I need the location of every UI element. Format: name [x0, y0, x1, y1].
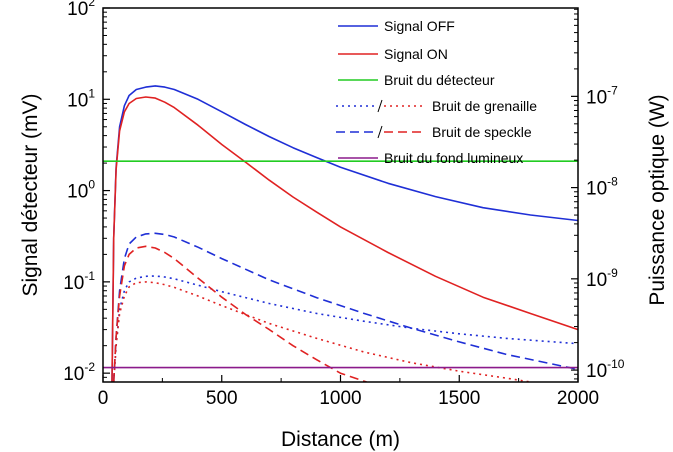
x-tick-label: 1500 — [438, 388, 480, 409]
x-tick-label: 2000 — [557, 388, 599, 409]
legend-label: Bruit de grenaille — [432, 98, 537, 114]
y2-axis-title: Puissance optique (W) — [646, 94, 669, 305]
series-line — [112, 281, 531, 382]
series-line — [112, 232, 578, 382]
series-layer — [103, 85, 578, 382]
tick-label: 102 — [67, 0, 95, 20]
tick-label: 10-7 — [586, 83, 618, 108]
tick-label: 100 — [67, 178, 95, 203]
legend-label: Signal ON — [384, 46, 448, 62]
x-axis-ticks: 0 500 1000 1500 2000 — [98, 375, 599, 409]
legend-label: Bruit du fond lumineux — [384, 150, 523, 166]
legend-label: Bruit de speckle — [432, 124, 532, 140]
legend: Signal OFF Signal ON Bruit du détecteur Bru… — [336, 18, 537, 166]
tick-label: 10-1 — [63, 269, 95, 294]
legend-separator — [377, 99, 383, 113]
legend-label: Bruit du détecteur — [384, 72, 495, 88]
series-line — [111, 96, 578, 382]
series-line — [112, 245, 367, 382]
y2-axis-ticks: 10-10 10-9 10-8 10-7 — [571, 8, 625, 382]
y-axis-ticks: 10-2 10-1 100 101 102 — [63, 0, 110, 385]
tick-label: 101 — [67, 86, 95, 111]
x-tick-label: 1000 — [319, 388, 361, 409]
tick-label: 10-8 — [586, 175, 618, 200]
legend-label: Signal OFF — [384, 18, 455, 34]
series-line — [112, 275, 578, 382]
x-tick-label: 0 — [98, 388, 109, 409]
x-tick-label: 500 — [206, 388, 238, 409]
plot-frame — [102, 7, 579, 383]
tick-label: 10-2 — [63, 360, 95, 385]
legend-separator — [377, 125, 383, 139]
tick-label: 10-9 — [586, 266, 618, 291]
x-axis-title: Distance (m) — [281, 428, 400, 451]
tick-label: 10-10 — [586, 357, 625, 382]
y-axis-title: Signal détecteur (mV) — [19, 93, 42, 296]
series-line — [111, 85, 578, 382]
